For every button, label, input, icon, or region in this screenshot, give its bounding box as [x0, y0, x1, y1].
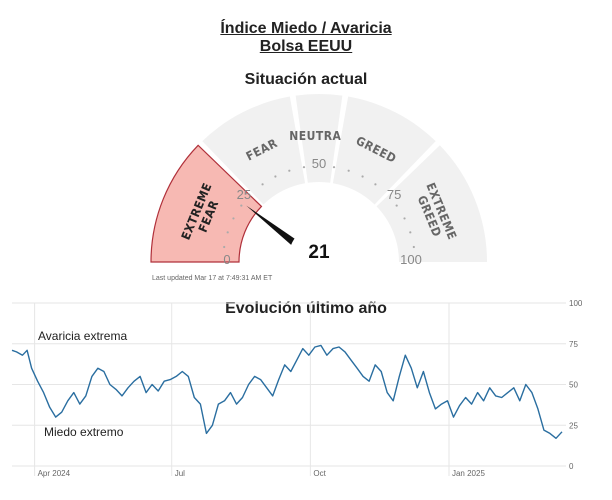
gauge-scale-dot	[274, 175, 277, 178]
gauge-scale-dot	[261, 183, 264, 186]
x-tick-label: Apr 2024	[38, 469, 71, 478]
gauge-zone-1	[202, 96, 306, 205]
series-line	[11, 344, 563, 439]
gauge-scale-dot	[395, 204, 398, 207]
gauge-zone-2	[295, 94, 343, 183]
y-tick-label: 100	[569, 299, 583, 308]
gauge-scale-dot	[223, 245, 226, 249]
gauge-scale-dot	[409, 231, 412, 234]
gauge-scale-dot	[361, 175, 364, 178]
gauge-value-label: 21	[308, 242, 330, 263]
gauge-value-disc	[289, 226, 349, 286]
gauge-tick-label: 50	[312, 156, 326, 171]
gauge-scale-dot	[302, 166, 306, 169]
gauge-scale-dot	[288, 169, 291, 172]
gauge-zone-3	[332, 96, 436, 205]
y-tick-label: 25	[569, 421, 578, 430]
annotation-extreme-fear: Miedo extremo	[44, 425, 124, 439]
gauge-zone-label-line: NEUTRAL	[289, 129, 349, 143]
gauge-tick-label: 75	[387, 187, 401, 202]
gauge-scale-dot	[412, 245, 415, 249]
gauge-scale-dot	[232, 217, 235, 220]
gauge-zone-4	[376, 145, 487, 262]
gauge-scale-dot	[347, 169, 350, 172]
gauge-scale-dot	[403, 217, 406, 220]
x-tick-label: Jul	[175, 469, 185, 478]
x-tick-label: Jan 2025	[452, 469, 485, 478]
last-updated: Last updated Mar 17 at 7:49:31 AM ET	[152, 275, 273, 282]
gauge-scale-dot	[332, 166, 336, 169]
gauge-zone-label-0: EXTREMEFEAR	[179, 181, 227, 247]
annotation-extreme-greed: Avaricia extrema	[38, 329, 127, 343]
gauge-scale-dot	[374, 183, 377, 186]
chart-title: Índice Miedo / Avaricia	[220, 20, 392, 37]
y-tick-label: 50	[569, 381, 578, 390]
gauge-subtitle: Situación actual	[244, 71, 368, 88]
gauge-scale-dot	[226, 231, 229, 234]
gauge-tick-label: 100	[400, 252, 422, 267]
gauge-zone-label-2: NEUTRAL	[289, 129, 349, 143]
chart-title-line2: Bolsa EEUU	[259, 38, 353, 55]
gauge-tick-label: 0	[223, 252, 230, 267]
y-tick-label: 75	[569, 340, 578, 349]
y-tick-label: 0	[569, 462, 574, 471]
gauge-scale-dot	[240, 204, 243, 207]
history-subtitle: Evolución último año	[225, 300, 387, 317]
x-tick-label: Oct	[313, 469, 326, 478]
gauge-zone-0	[150, 144, 263, 263]
gauge-tick-label: 25	[237, 187, 251, 202]
